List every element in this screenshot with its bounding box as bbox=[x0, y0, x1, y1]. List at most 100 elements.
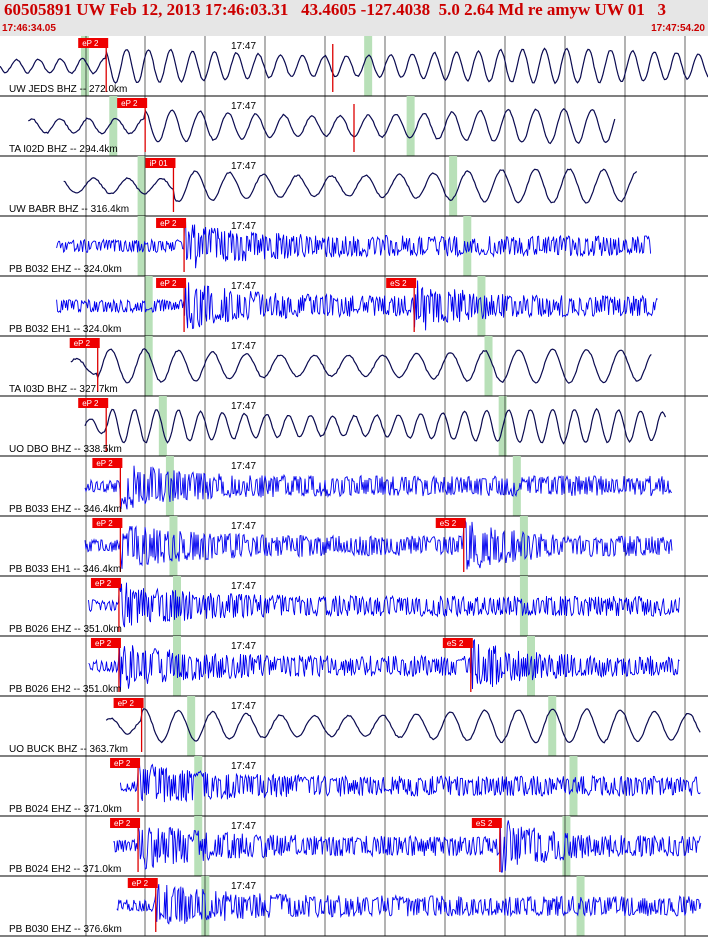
pick-label: eP 2 bbox=[132, 879, 149, 888]
pick-label: eP 2 bbox=[114, 819, 131, 828]
pick-label: eS 2 bbox=[476, 819, 493, 828]
phase-window-band bbox=[144, 276, 153, 336]
phase-window-band bbox=[165, 456, 174, 516]
trace-panel[interactable]: 17:47 eP 2 PB B026 EHZ -- 351.0km bbox=[0, 576, 708, 637]
trace-panel[interactable]: 17:47 eP 2 PB B024 EHZ -- 371.0km bbox=[0, 756, 708, 817]
pick-box[interactable] bbox=[113, 698, 144, 708]
minute-label: 17:47 bbox=[231, 101, 256, 112]
pick-label: eS 2 bbox=[390, 279, 407, 288]
station-label: PB B032 EH1 -- 324.0km bbox=[9, 324, 121, 335]
trace-panel[interactable]: 17:47 eP 2 eS 2 PB B024 EH2 -- 371.0km bbox=[0, 816, 708, 877]
pick-label: eP 2 bbox=[160, 279, 177, 288]
minute-label: 17:47 bbox=[231, 881, 256, 892]
phase-window-band bbox=[80, 36, 89, 96]
minute-label: 17:47 bbox=[231, 341, 256, 352]
phase-window-band bbox=[187, 696, 196, 756]
station-label: PB B026 EH2 -- 351.0km bbox=[9, 684, 121, 695]
phase-window-band bbox=[137, 156, 146, 216]
pick-box[interactable] bbox=[156, 218, 187, 228]
pick-box[interactable] bbox=[145, 158, 176, 168]
minute-label: 17:47 bbox=[231, 161, 256, 172]
trace-panel[interactable]: 17:47 eP 2 eS 2 PB B032 EH1 -- 324.0km bbox=[0, 276, 708, 337]
waveform bbox=[84, 407, 667, 445]
start-time: 17:46:34.05 bbox=[2, 23, 56, 34]
station-label: PB B024 EHZ -- 371.0km bbox=[9, 804, 122, 815]
pick-label: eS 2 bbox=[440, 519, 457, 528]
trace-panel[interactable]: 17:47 eP 2 UO DBO BHZ -- 338.5km bbox=[0, 396, 708, 457]
phase-window-band bbox=[194, 816, 203, 876]
waveform bbox=[56, 221, 652, 269]
pick-box[interactable] bbox=[442, 638, 473, 648]
phase-window-band bbox=[364, 36, 373, 96]
pick-label: eP 2 bbox=[95, 579, 112, 588]
pick-box[interactable] bbox=[156, 278, 187, 288]
trace-panel[interactable]: 17:47 eP 2 TA I02D BHZ -- 294.4km bbox=[0, 96, 708, 157]
minute-label: 17:47 bbox=[231, 41, 256, 52]
phase-window-band bbox=[144, 336, 153, 396]
trace-panel[interactable]: 17:47 eP 2 PB B030 EHZ -- 376.6km bbox=[0, 876, 708, 937]
pick-label: eP 2 bbox=[121, 99, 138, 108]
waveform bbox=[105, 708, 701, 744]
pick-box[interactable] bbox=[92, 458, 123, 468]
trace-panel[interactable]: 17:47 iP 01 UW BABR BHZ -- 316.4km bbox=[0, 156, 708, 217]
pick-label: iP 01 bbox=[149, 159, 168, 168]
phase-window-band bbox=[512, 456, 521, 516]
station-label: PB B030 EHZ -- 376.6km bbox=[9, 924, 122, 935]
pick-box[interactable] bbox=[78, 398, 109, 408]
pick-label: eS 2 bbox=[447, 639, 464, 648]
pick-box[interactable] bbox=[127, 878, 158, 888]
trace-panel[interactable]: 17:47 eP 2 UO BUCK BHZ -- 363.7km bbox=[0, 696, 708, 757]
waveform bbox=[0, 47, 708, 85]
pick-box[interactable] bbox=[110, 758, 141, 768]
phase-window-band bbox=[569, 756, 578, 816]
station-label: PB B032 EHZ -- 324.0km bbox=[9, 264, 122, 275]
pick-box[interactable] bbox=[435, 518, 466, 528]
waveform bbox=[88, 582, 680, 628]
pick-box[interactable] bbox=[471, 818, 502, 828]
pick-label: eP 2 bbox=[82, 399, 99, 408]
pick-box[interactable] bbox=[110, 818, 141, 828]
waveform bbox=[70, 348, 652, 384]
trace-panel[interactable]: 17:47 eP 2 PB B033 EHZ -- 346.4km bbox=[0, 456, 708, 517]
phase-window-band bbox=[527, 636, 535, 696]
minute-label: 17:47 bbox=[231, 641, 256, 652]
minute-label: 17:47 bbox=[231, 401, 256, 412]
pick-box[interactable] bbox=[90, 578, 121, 588]
station-label: UO DBO BHZ -- 338.5km bbox=[9, 444, 122, 455]
minute-label: 17:47 bbox=[231, 221, 256, 232]
pick-box[interactable] bbox=[386, 278, 417, 288]
pick-box[interactable] bbox=[92, 518, 123, 528]
trace-panel[interactable]: 17:47 eP 2 PB B032 EHZ -- 324.0km bbox=[0, 216, 708, 277]
pick-box[interactable] bbox=[117, 98, 148, 108]
pick-label: eP 2 bbox=[96, 519, 113, 528]
pick-box[interactable] bbox=[90, 638, 121, 648]
phase-window-band bbox=[519, 516, 528, 576]
trace-panel[interactable]: 17:47 eP 2 eS 2 PB B026 EH2 -- 351.0km bbox=[0, 636, 708, 697]
phase-window-band bbox=[449, 156, 458, 216]
station-label: PB B026 EHZ -- 351.0km bbox=[9, 624, 122, 635]
minute-label: 17:47 bbox=[231, 461, 256, 472]
phase-window-band bbox=[406, 96, 415, 156]
seismogram-plot[interactable]: 17:47 eP 2 UW JEDS BHZ -- 272.0km 17:47 eP 2… bbox=[0, 36, 708, 938]
trace-panel[interactable]: 17:47 eP 2 TA I03D BHZ -- 327.7km bbox=[0, 336, 708, 397]
trace-panel[interactable]: 17:47 eP 2 UW JEDS BHZ -- 272.0km bbox=[0, 36, 708, 97]
waveform bbox=[28, 107, 616, 145]
station-label: UO BUCK BHZ -- 363.7km bbox=[9, 744, 128, 755]
station-label: PB B033 EH1 -- 346.4km bbox=[9, 564, 121, 575]
waveform bbox=[84, 465, 673, 510]
waveform bbox=[88, 638, 680, 691]
pick-label: eP 2 bbox=[160, 219, 177, 228]
minute-label: 17:47 bbox=[231, 821, 256, 832]
pick-box[interactable] bbox=[78, 38, 109, 48]
station-label: UW JEDS BHZ -- 272.0km bbox=[9, 84, 127, 95]
pick-label: eP 2 bbox=[95, 639, 112, 648]
waveform bbox=[63, 168, 638, 204]
minute-label: 17:47 bbox=[231, 701, 256, 712]
station-label: UW BABR BHZ -- 316.4km bbox=[9, 204, 129, 215]
trace-panel[interactable]: 17:47 eP 2 eS 2 PB B033 EH1 -- 346.4km bbox=[0, 516, 708, 577]
waveform bbox=[119, 762, 701, 803]
minute-label: 17:47 bbox=[231, 521, 256, 532]
phase-window-band bbox=[484, 336, 493, 396]
pick-box[interactable] bbox=[69, 338, 100, 348]
phase-window-band bbox=[194, 756, 203, 816]
